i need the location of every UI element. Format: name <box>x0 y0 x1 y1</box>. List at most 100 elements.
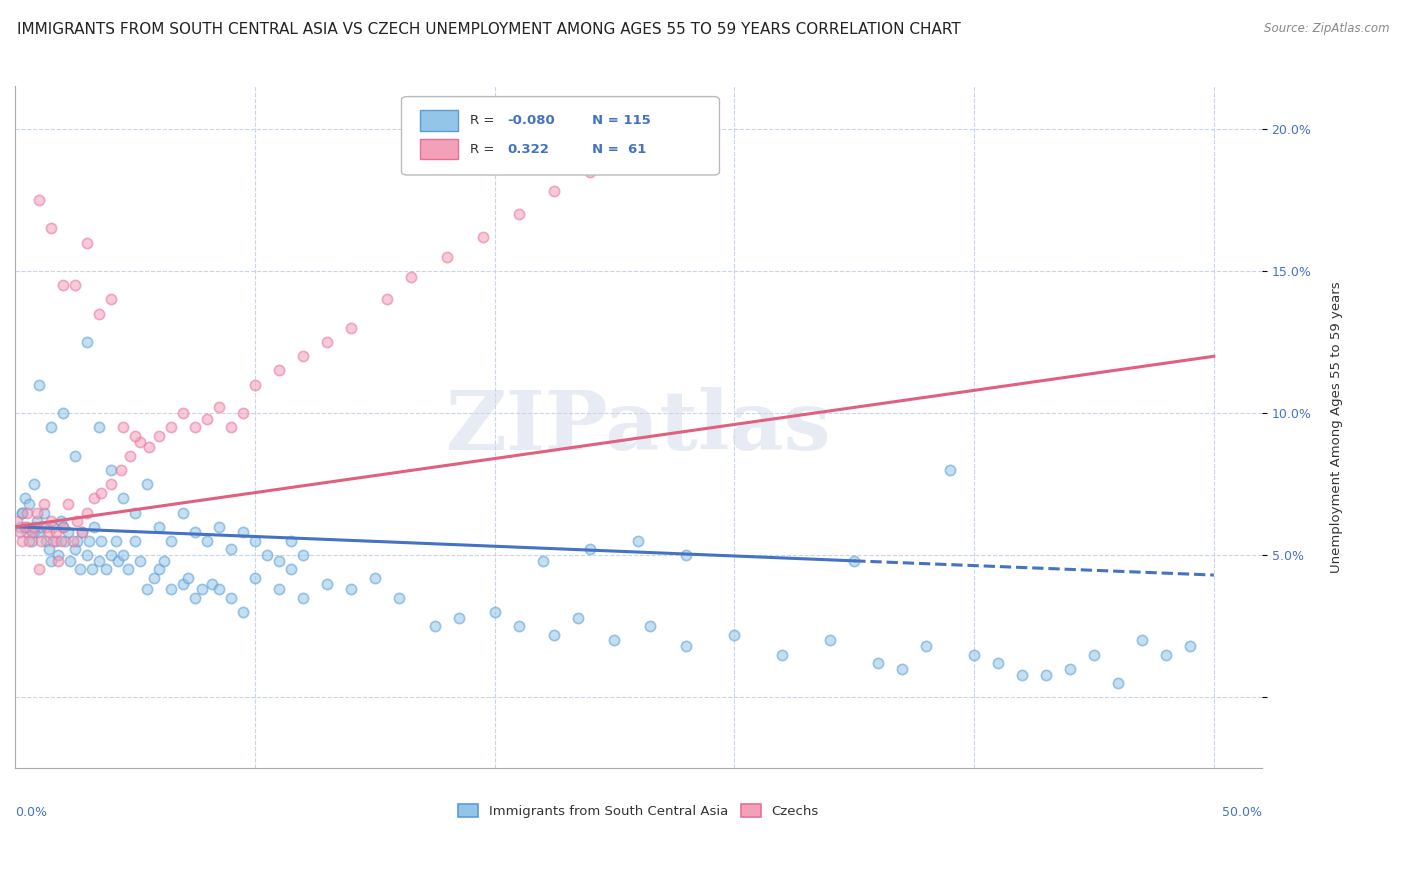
Point <box>124 506 146 520</box>
FancyBboxPatch shape <box>420 139 457 160</box>
Point <box>267 582 290 597</box>
Point <box>124 429 146 443</box>
Point <box>66 533 89 548</box>
Point <box>208 520 231 534</box>
Point <box>508 619 530 633</box>
Point <box>963 648 986 662</box>
Point <box>79 533 101 548</box>
Point <box>128 434 150 449</box>
Point <box>399 269 422 284</box>
Point <box>675 639 697 653</box>
Point <box>28 193 51 207</box>
Point <box>70 525 93 540</box>
Point <box>39 554 62 568</box>
Point <box>1035 667 1057 681</box>
Point <box>8 525 31 540</box>
Point <box>471 230 494 244</box>
Point <box>484 605 506 619</box>
Point <box>152 554 174 568</box>
Point <box>15 520 38 534</box>
Point <box>375 293 398 307</box>
Point <box>208 582 231 597</box>
Point <box>291 349 314 363</box>
Point <box>579 542 602 557</box>
Point <box>30 520 52 534</box>
Point <box>267 363 290 377</box>
Point <box>100 477 122 491</box>
Point <box>1107 676 1129 690</box>
Point <box>184 591 207 605</box>
Point <box>543 628 565 642</box>
Point <box>291 548 314 562</box>
Point <box>195 533 218 548</box>
Point <box>35 520 58 534</box>
Point <box>640 619 662 633</box>
Point <box>1178 639 1201 653</box>
Point <box>49 533 72 548</box>
Point <box>1154 648 1177 662</box>
Point <box>22 520 45 534</box>
Point <box>172 406 194 420</box>
Point <box>11 506 34 520</box>
Point <box>363 571 385 585</box>
Point <box>232 406 254 420</box>
Point <box>90 485 112 500</box>
Point <box>38 525 60 540</box>
Point <box>46 548 69 562</box>
Text: Source: ZipAtlas.com: Source: ZipAtlas.com <box>1264 22 1389 36</box>
Point <box>723 628 745 642</box>
Point <box>107 554 129 568</box>
Point <box>42 520 65 534</box>
Point <box>143 571 166 585</box>
Text: ZIPatlas: ZIPatlas <box>446 387 831 467</box>
Point <box>21 525 44 540</box>
FancyBboxPatch shape <box>402 96 720 175</box>
Point <box>22 525 45 540</box>
Point <box>94 562 117 576</box>
Point <box>267 554 290 568</box>
Point <box>66 514 89 528</box>
Point <box>70 525 93 540</box>
Point <box>15 506 38 520</box>
Point <box>531 554 554 568</box>
Point <box>76 548 98 562</box>
Point <box>770 648 793 662</box>
Point <box>100 548 122 562</box>
Point <box>11 506 34 520</box>
Point <box>18 533 41 548</box>
Point <box>172 506 194 520</box>
Text: -0.080: -0.080 <box>508 114 555 127</box>
Point <box>32 497 55 511</box>
Point <box>243 533 266 548</box>
Point <box>76 334 98 349</box>
Point <box>35 533 58 548</box>
FancyBboxPatch shape <box>420 111 457 131</box>
Point <box>87 420 110 434</box>
Text: IMMIGRANTS FROM SOUTH CENTRAL ASIA VS CZECH UNEMPLOYMENT AMONG AGES 55 TO 59 YEA: IMMIGRANTS FROM SOUTH CENTRAL ASIA VS CZ… <box>17 22 960 37</box>
Point <box>59 554 82 568</box>
Point <box>232 605 254 619</box>
Point <box>148 429 170 443</box>
Point <box>45 525 67 540</box>
Point <box>100 293 122 307</box>
Point <box>18 497 41 511</box>
Point <box>28 377 51 392</box>
Point <box>46 554 69 568</box>
Point <box>915 639 938 653</box>
Point <box>62 533 84 548</box>
Point <box>291 591 314 605</box>
Point <box>508 207 530 221</box>
Point <box>844 554 866 568</box>
Point <box>110 463 132 477</box>
Point <box>172 576 194 591</box>
Point <box>280 562 302 576</box>
Point <box>160 533 183 548</box>
Text: 0.322: 0.322 <box>508 143 550 155</box>
Point <box>52 520 75 534</box>
Point <box>22 477 45 491</box>
Text: 0.0%: 0.0% <box>15 805 46 819</box>
Point <box>1083 648 1105 662</box>
Point <box>13 491 35 506</box>
Text: N =  61: N = 61 <box>592 143 647 155</box>
Point <box>184 420 207 434</box>
